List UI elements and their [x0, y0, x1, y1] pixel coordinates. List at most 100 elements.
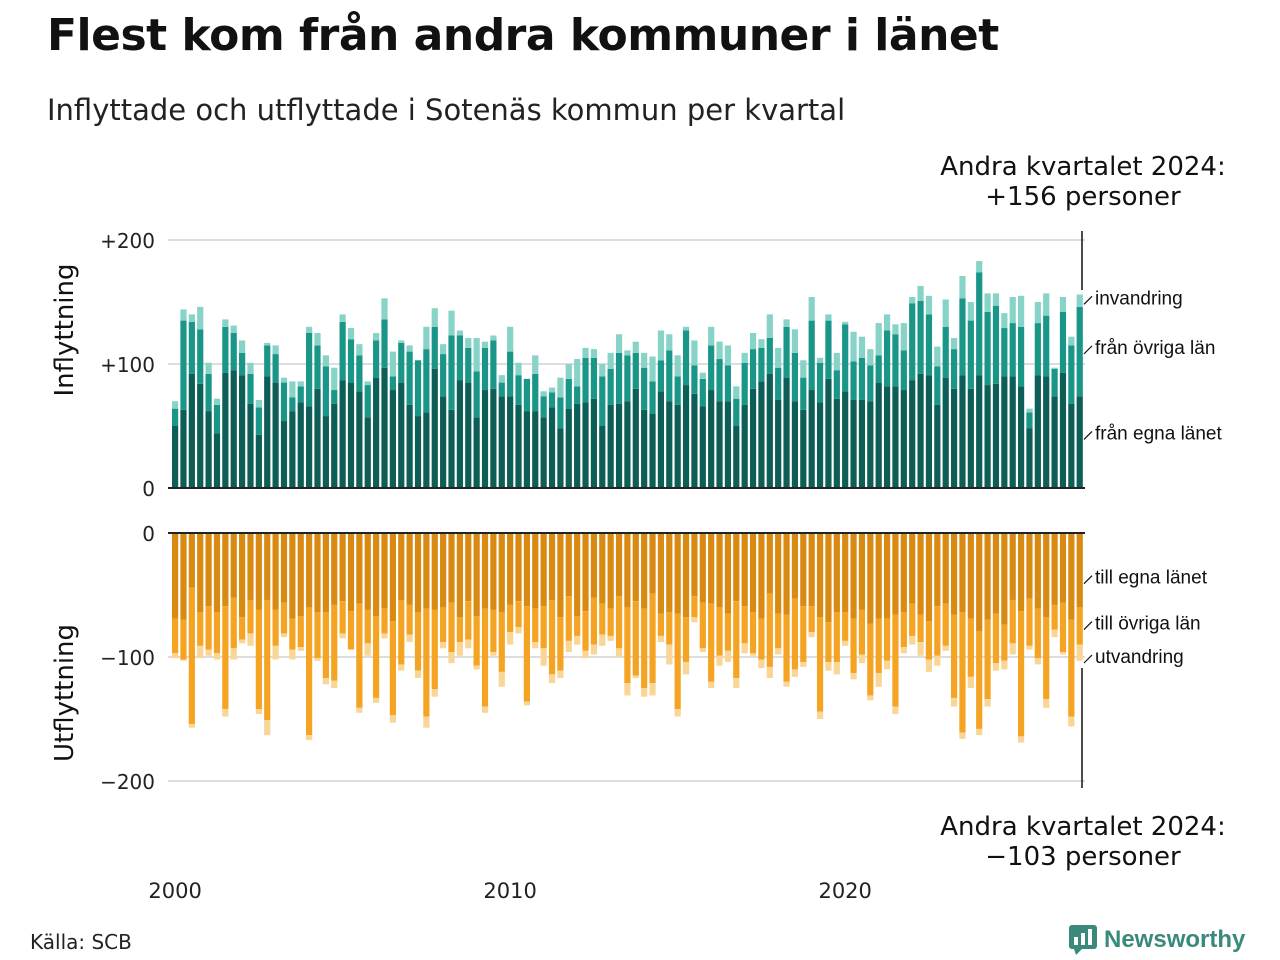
inflow-bar — [339, 314, 346, 322]
brand-logo[interactable]: Newsworthy — [1068, 924, 1245, 956]
outflow-bar — [624, 533, 631, 608]
outflow-bar — [892, 614, 899, 707]
inflow-bar — [473, 417, 480, 488]
outflow-bar — [691, 533, 698, 597]
outflow-bar — [180, 533, 187, 620]
outflow-bar — [548, 533, 556, 600]
outflow-bar — [431, 689, 438, 697]
outflow-bar — [741, 643, 748, 654]
inflow-bar — [657, 330, 665, 361]
outflow-bar — [574, 616, 581, 636]
inflow-bar — [992, 305, 1000, 384]
inflow-bar — [322, 366, 329, 417]
outflow-y-tick-label: −100 — [100, 646, 155, 670]
inflow-bar — [448, 335, 455, 410]
inflow-bar — [448, 409, 455, 488]
inflow-bar — [188, 321, 195, 374]
inflow-bar — [264, 342, 271, 346]
outflow-bar — [322, 612, 329, 679]
outflow-bar — [674, 709, 681, 717]
inflow-bar — [1009, 323, 1016, 377]
inflow-y-tick-label: 0 — [142, 477, 155, 501]
inflow-bar — [867, 349, 874, 366]
outflow-bar — [289, 533, 296, 619]
outflow-bar — [331, 533, 338, 605]
outflow-bar — [775, 533, 782, 614]
outflow-bar — [624, 683, 631, 696]
outflow-bar — [172, 533, 179, 619]
inflow-bar — [682, 326, 690, 331]
outflow-bar — [724, 533, 732, 614]
outflow-bar — [239, 617, 246, 640]
inflow-bar — [632, 352, 639, 389]
inflow-bar — [959, 298, 966, 376]
inflow-bar — [239, 340, 246, 353]
outflow-bar — [456, 533, 463, 618]
outflow-bar — [264, 533, 271, 600]
outflow-bar — [389, 533, 396, 622]
inflow-bar — [657, 360, 665, 392]
inflow-bar — [364, 417, 371, 488]
inflow-bar — [1051, 368, 1058, 397]
inflow-bar — [306, 326, 313, 333]
outflow-bar — [272, 533, 279, 610]
inflow-bar — [800, 377, 807, 410]
inflow-bar — [733, 386, 740, 399]
outflow-bar — [280, 533, 288, 603]
inflow-bar — [842, 321, 849, 325]
inflow-bar — [724, 365, 732, 402]
outflow-bar — [247, 533, 254, 600]
outflow-bar — [339, 633, 346, 639]
outflow-bar — [1059, 652, 1067, 655]
outflow-bar — [875, 673, 882, 687]
inflow-bar — [406, 404, 413, 488]
outflow-bar — [741, 606, 748, 644]
inflow-bar — [741, 352, 748, 363]
outflow-bar — [641, 608, 648, 688]
inflow-bar — [498, 396, 505, 488]
inflow-bar — [850, 399, 857, 488]
inflow-bar — [699, 406, 706, 488]
inflow-bar — [473, 371, 480, 418]
inflow-bar — [624, 401, 631, 488]
outflow-bar — [431, 609, 438, 690]
inflow-y-tick-label: +100 — [100, 353, 155, 377]
outflow-bar — [255, 609, 262, 710]
outflow-bar — [548, 674, 556, 684]
outflow-bar — [473, 616, 480, 666]
outflow-legend-label: utvandring — [1095, 647, 1184, 668]
inflow-bar — [842, 324, 849, 392]
outflow-bar — [306, 533, 313, 608]
inflow-bar — [783, 377, 790, 488]
outflow-bar — [699, 602, 706, 649]
outflow-bar — [264, 720, 271, 736]
inflow-bar — [800, 409, 807, 488]
inflow-bar — [950, 388, 958, 488]
inflow-bar — [507, 326, 514, 352]
outflow-bar — [331, 680, 338, 688]
outflow-bar — [582, 611, 589, 651]
inflow-bar — [816, 357, 824, 363]
inflow-bar — [833, 370, 840, 399]
inflow-bar — [574, 359, 581, 387]
outflow-bar — [900, 647, 907, 654]
outflow-bar — [808, 632, 815, 638]
inflow-bar — [331, 403, 338, 488]
inflow-bar — [900, 390, 907, 488]
outflow-bar — [213, 533, 221, 613]
inflow-bar — [205, 373, 212, 412]
inflow-bar — [666, 350, 673, 402]
inflow-bar — [197, 329, 204, 384]
inflow-bar — [976, 272, 983, 376]
inflow-bar — [615, 403, 623, 488]
outflow-bar — [632, 675, 639, 679]
outflow-bar — [373, 697, 380, 703]
outflow-bar — [222, 533, 229, 607]
outflow-bar — [607, 608, 614, 636]
inflow-bar — [565, 378, 572, 409]
inflow-bar — [758, 347, 765, 382]
outflow-bar — [1076, 533, 1083, 608]
outflow-bar — [909, 603, 916, 636]
inflow-bar — [213, 404, 221, 434]
